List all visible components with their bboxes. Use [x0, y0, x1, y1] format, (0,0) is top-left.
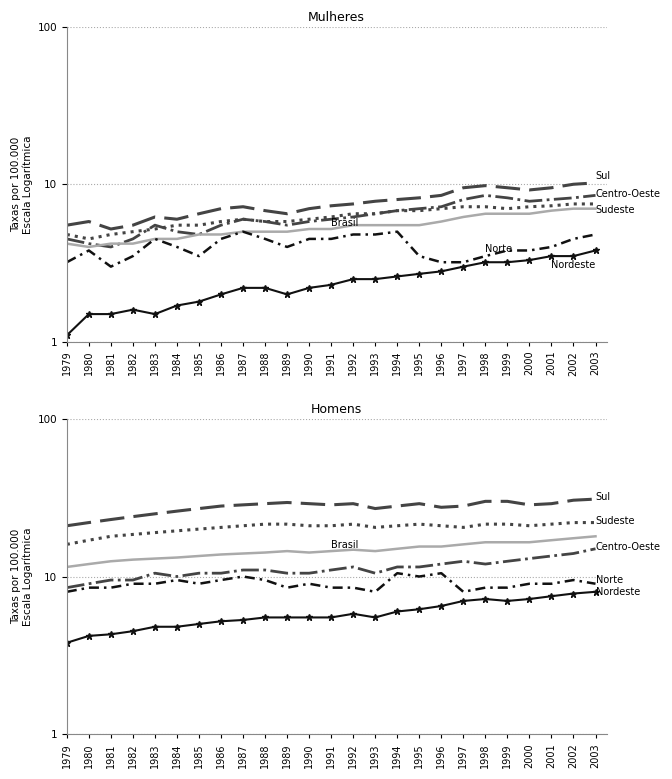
- Y-axis label: Taxas por 100.000
Escala Logarítmica: Taxas por 100.000 Escala Logarítmica: [11, 527, 34, 626]
- Text: Brasil: Brasil: [331, 217, 359, 227]
- Text: Norte: Norte: [485, 244, 513, 254]
- Text: Sudeste: Sudeste: [595, 516, 635, 526]
- Text: Norte: Norte: [595, 575, 623, 585]
- Title: Homens: Homens: [311, 404, 362, 417]
- Text: Centro-Oeste: Centro-Oeste: [595, 189, 661, 199]
- Text: Centro-Oeste: Centro-Oeste: [595, 541, 661, 552]
- Text: Nordeste: Nordeste: [595, 587, 640, 597]
- Text: Brasil: Brasil: [331, 540, 359, 550]
- Y-axis label: Taxas por 100.000
Escala Logarítmica: Taxas por 100.000 Escala Logarítmica: [11, 135, 34, 234]
- Text: Nordeste: Nordeste: [552, 260, 595, 270]
- Text: Sudeste: Sudeste: [595, 205, 635, 215]
- Text: Sul: Sul: [595, 171, 611, 181]
- Title: Mulheres: Mulheres: [308, 11, 365, 24]
- Text: Sul: Sul: [595, 492, 611, 502]
